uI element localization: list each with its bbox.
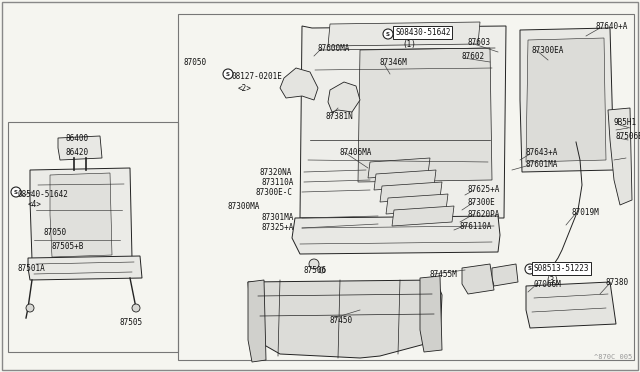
Polygon shape — [248, 280, 266, 362]
Text: 87300E: 87300E — [468, 198, 496, 207]
Polygon shape — [380, 182, 442, 202]
Text: 87301MA: 87301MA — [262, 213, 294, 222]
Polygon shape — [280, 68, 318, 100]
Text: S: S — [386, 32, 390, 36]
Text: 87506: 87506 — [304, 266, 327, 275]
Text: 87300E-C: 87300E-C — [256, 188, 293, 197]
Text: 87601MA: 87601MA — [526, 160, 558, 169]
Text: <2>: <2> — [238, 84, 252, 93]
Circle shape — [223, 69, 233, 79]
Polygon shape — [368, 158, 430, 178]
Polygon shape — [300, 26, 506, 218]
Polygon shape — [526, 282, 616, 328]
Text: S: S — [226, 71, 230, 77]
Text: 87300MA: 87300MA — [228, 202, 260, 211]
Polygon shape — [328, 22, 480, 46]
Text: 9B5H1: 9B5H1 — [614, 118, 637, 127]
Text: 87506B: 87506B — [616, 132, 640, 141]
Text: 87625+A: 87625+A — [468, 185, 500, 194]
Bar — [8, 122, 178, 352]
Text: 87019M: 87019M — [572, 208, 600, 217]
Polygon shape — [248, 280, 442, 358]
Text: 86420: 86420 — [66, 148, 89, 157]
Polygon shape — [50, 173, 112, 257]
Text: 87455M: 87455M — [430, 270, 458, 279]
Text: 87643+A: 87643+A — [526, 148, 558, 157]
Polygon shape — [292, 216, 500, 254]
Text: <4>: <4> — [28, 200, 42, 209]
Polygon shape — [386, 194, 448, 214]
Text: 87505: 87505 — [120, 318, 143, 327]
Circle shape — [309, 259, 319, 269]
Polygon shape — [358, 48, 492, 182]
Circle shape — [26, 304, 34, 312]
Text: 87603: 87603 — [468, 38, 491, 47]
Text: 87406MA: 87406MA — [340, 148, 372, 157]
Text: 87050: 87050 — [184, 58, 207, 67]
Circle shape — [383, 29, 393, 39]
Text: 07066M: 07066M — [534, 280, 562, 289]
Text: 08127-0201E: 08127-0201E — [232, 72, 283, 81]
Polygon shape — [420, 276, 442, 352]
Bar — [178, 14, 634, 360]
Text: ^870C 005: ^870C 005 — [594, 354, 632, 360]
Text: 87640+A: 87640+A — [596, 22, 628, 31]
Text: (1): (1) — [402, 40, 416, 49]
Polygon shape — [392, 206, 454, 226]
Text: 873110A: 873110A — [262, 178, 294, 187]
Text: 87600MA: 87600MA — [318, 44, 350, 53]
Circle shape — [525, 264, 535, 274]
Text: 87450: 87450 — [330, 316, 353, 325]
Polygon shape — [58, 136, 102, 160]
Text: 87381N: 87381N — [326, 112, 354, 121]
Polygon shape — [520, 28, 614, 172]
Text: 86400: 86400 — [66, 134, 89, 143]
Text: 87505+B: 87505+B — [52, 242, 84, 251]
Text: (3): (3) — [545, 276, 559, 285]
Polygon shape — [492, 264, 518, 286]
Polygon shape — [28, 256, 142, 280]
Polygon shape — [374, 170, 436, 190]
Text: 08540-51642: 08540-51642 — [18, 190, 69, 199]
Polygon shape — [462, 264, 494, 294]
Text: S08430-51642: S08430-51642 — [395, 28, 451, 37]
Polygon shape — [328, 82, 360, 112]
Text: 87602: 87602 — [462, 52, 485, 61]
Polygon shape — [608, 108, 632, 205]
Text: 87050: 87050 — [44, 228, 67, 237]
Text: S: S — [14, 189, 18, 195]
Text: 87346M: 87346M — [380, 58, 408, 67]
Polygon shape — [526, 38, 606, 162]
Text: 87325+A: 87325+A — [262, 223, 294, 232]
Polygon shape — [30, 168, 132, 260]
Text: S: S — [528, 266, 532, 272]
Text: 876110A: 876110A — [460, 222, 492, 231]
Circle shape — [11, 187, 21, 197]
Text: S08513-51223: S08513-51223 — [534, 264, 589, 273]
Text: 87620PA: 87620PA — [468, 210, 500, 219]
Text: 87300EA: 87300EA — [532, 46, 564, 55]
Text: 87380: 87380 — [606, 278, 629, 287]
Text: 87501A: 87501A — [18, 264, 45, 273]
Text: 87320NA: 87320NA — [260, 168, 292, 177]
Circle shape — [319, 267, 325, 273]
Circle shape — [132, 304, 140, 312]
